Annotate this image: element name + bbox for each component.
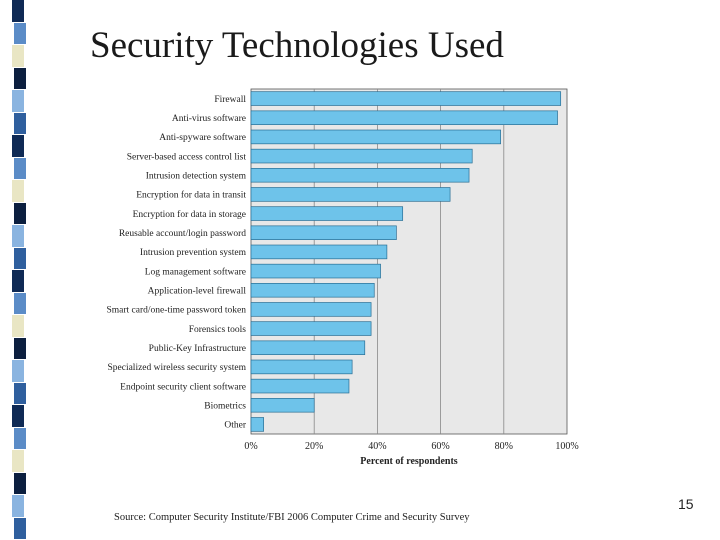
stripe-block	[14, 112, 26, 134]
category-label: Intrusion detection system	[146, 172, 247, 182]
stripe-block	[12, 495, 24, 517]
category-label: Reusable account/login password	[119, 229, 246, 239]
stripe-block	[14, 202, 26, 224]
bar	[250, 283, 375, 298]
bar	[250, 206, 404, 221]
plot-area	[250, 88, 568, 435]
category-label: Intrusion prevention system	[140, 248, 247, 258]
stripe-block	[12, 225, 24, 247]
bar	[250, 110, 558, 125]
decorative-stripe	[0, 0, 30, 540]
category-label: Application-level firewall	[148, 286, 247, 297]
stripe-block	[12, 45, 24, 67]
stripe-block	[14, 157, 26, 179]
bar	[250, 417, 264, 432]
x-tick-label: 20%	[305, 441, 323, 452]
category-label: Encryption for data in storage	[133, 209, 246, 220]
bar	[250, 91, 562, 106]
bar	[250, 187, 451, 202]
stripe-block	[12, 0, 24, 22]
stripe-block	[14, 472, 26, 494]
stripe-block	[14, 337, 26, 359]
bar	[250, 168, 470, 183]
stripe-block	[14, 427, 26, 449]
stripe-block	[12, 315, 24, 337]
stripe-block	[14, 22, 26, 44]
bar	[250, 321, 372, 336]
stripe-block	[14, 247, 26, 269]
bar	[250, 148, 473, 164]
x-axis-title: Percent of respondents	[360, 456, 458, 467]
stripe-block	[12, 135, 24, 157]
bar	[250, 302, 372, 317]
category-label: Anti-virus software	[172, 113, 246, 124]
bar	[250, 263, 381, 279]
x-tick-label: 0%	[244, 441, 257, 452]
category-label: Server-based access control list	[127, 152, 247, 162]
stripe-block	[14, 382, 26, 404]
bar	[250, 340, 366, 356]
stripe-block	[14, 292, 26, 314]
stripe-block	[12, 270, 24, 292]
stripe-block	[14, 517, 26, 539]
category-label: Biometrics	[204, 402, 246, 412]
page-title: Security Technologies Used	[90, 25, 504, 66]
category-label: Anti-spyware software	[159, 132, 246, 143]
stripe-block	[12, 450, 24, 472]
bar	[250, 225, 397, 241]
stripe-block	[14, 67, 26, 89]
x-tick-label: 80%	[495, 441, 513, 452]
stripe-block	[12, 405, 24, 427]
bar	[250, 129, 501, 145]
category-label: Encryption for data in transit	[136, 190, 246, 201]
category-label: Public-Key Infrastructure	[149, 343, 246, 354]
category-label: Forensics tools	[189, 325, 247, 335]
x-tick-label: 100%	[555, 441, 578, 452]
category-label: Endpoint security client software	[120, 381, 246, 392]
source-citation: Source: Computer Security Institute/FBI …	[114, 512, 470, 523]
category-label: Other	[224, 421, 246, 431]
stripe-block	[12, 90, 24, 112]
category-label: Smart card/one-time password token	[106, 306, 246, 316]
category-label: Specialized wireless security system	[107, 363, 246, 373]
x-tick-label: 40%	[368, 441, 386, 452]
bar	[250, 378, 350, 394]
page-number: 15	[678, 496, 694, 512]
category-label: Log management software	[145, 266, 246, 277]
bar	[250, 398, 315, 413]
stripe-block	[12, 180, 24, 202]
category-label: Firewall	[214, 95, 246, 105]
x-tick-label: 60%	[431, 441, 449, 452]
stripe-block	[12, 360, 24, 382]
bar	[250, 359, 353, 375]
bar	[250, 244, 388, 260]
